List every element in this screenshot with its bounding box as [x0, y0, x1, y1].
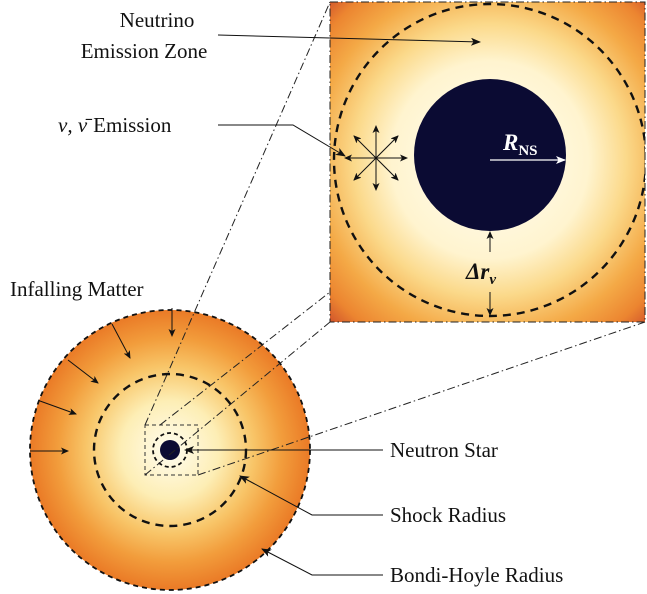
neutron-star-large	[414, 79, 566, 231]
infall-arrow	[67, 359, 99, 384]
inset-frame	[329, 1, 646, 323]
label-emission: ν, ν̄ Emission	[58, 113, 172, 137]
connector-line	[144, 321, 331, 476]
pointer-shock-radius	[239, 475, 383, 516]
r-ns-label: RNS	[502, 130, 538, 159]
inset-panel: RNS Δrν	[329, 1, 646, 323]
connector-line	[159, 291, 331, 426]
pointer-emission	[218, 124, 346, 157]
label-infalling-matter: Infalling Matter	[10, 277, 144, 301]
neutrino-emission-boundary	[332, 2, 645, 318]
label-bondi-hoyle: Bondi-Hoyle Radius	[390, 563, 563, 587]
pointer-neutrino-zone	[217, 34, 481, 46]
emission-starburst	[344, 125, 408, 191]
infall-arrow	[111, 323, 131, 359]
pointer-lines	[184, 34, 481, 576]
delta-r-label: Δrν	[465, 259, 496, 288]
infall-arrow	[39, 400, 77, 415]
label-neutrino-line2: Emission Zone	[81, 39, 208, 63]
label-neutrino-line1: Neutrino	[120, 8, 195, 32]
pointer-bondi-hoyle	[261, 548, 383, 576]
label-neutron-star: Neutron Star	[390, 438, 498, 462]
neutron-star-small	[160, 440, 180, 460]
label-shock-radius: Shock Radius	[390, 503, 506, 527]
nu-symbol: ν, ν̄	[58, 113, 93, 137]
overview-panel	[29, 308, 311, 591]
